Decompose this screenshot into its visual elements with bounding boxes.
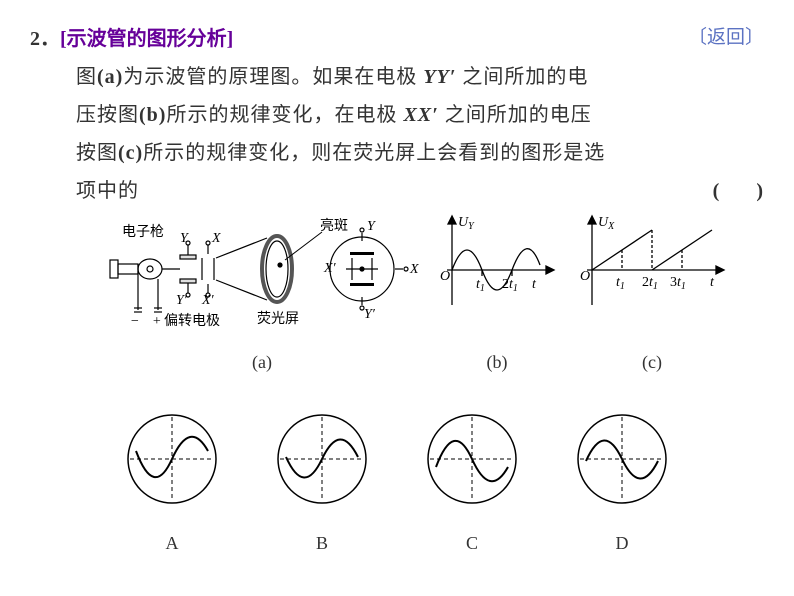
figure-b: UY O t1 2t1 t (b) xyxy=(432,210,562,379)
svg-text:+: + xyxy=(152,314,161,329)
svg-text:O: O xyxy=(440,269,450,284)
svg-text:3t1: 3t1 xyxy=(670,275,686,292)
option-label-a: A xyxy=(122,526,222,560)
answer-blank: ( ) xyxy=(713,172,764,210)
svg-text:Y′: Y′ xyxy=(364,307,376,322)
figure-b-caption: (b) xyxy=(432,345,562,379)
svg-text:t1: t1 xyxy=(476,277,485,294)
svg-text:O: O xyxy=(580,269,590,284)
option-d: D xyxy=(572,409,672,560)
option-b: B xyxy=(272,409,372,560)
options-row: A B C D xyxy=(30,409,764,560)
figure-c: UX O t1 2t1 3t1 t (c) xyxy=(572,210,732,379)
option-c: C xyxy=(422,409,522,560)
svg-text:t1: t1 xyxy=(616,275,625,292)
svg-text:Y′: Y′ xyxy=(176,293,188,308)
figures-row: 电子枪 偏转电极 荧光屏 亮斑 Y Y′ X X′ Y Y′ X X′ − + … xyxy=(70,210,764,379)
svg-text:Y: Y xyxy=(367,219,377,234)
figure-c-caption: (c) xyxy=(572,345,732,379)
question-body: 图(a)为示波管的原理图。如果在电极 YY′ 之间所加的电 压按图(b)所示的规… xyxy=(76,58,764,210)
svg-text:t: t xyxy=(710,275,715,290)
label-gun: 电子枪 xyxy=(122,223,164,240)
svg-text:−: − xyxy=(130,314,139,329)
svg-text:2t1: 2t1 xyxy=(502,277,518,294)
svg-text:X: X xyxy=(211,231,221,246)
svg-text:X′: X′ xyxy=(201,293,215,308)
svg-text:2t1: 2t1 xyxy=(642,275,658,292)
figure-a: 电子枪 偏转电极 荧光屏 亮斑 Y Y′ X X′ Y Y′ X X′ − + … xyxy=(102,210,422,379)
question-number: 2． xyxy=(30,28,60,50)
svg-text:X′: X′ xyxy=(323,261,337,276)
option-a: A xyxy=(122,409,222,560)
option-label-c: C xyxy=(422,526,522,560)
label-spot: 亮斑 xyxy=(320,217,348,234)
svg-text:Y: Y xyxy=(180,231,190,246)
return-link[interactable]: 〔返回〕 xyxy=(688,20,764,56)
svg-text:UY: UY xyxy=(458,215,475,232)
svg-text:t: t xyxy=(532,277,537,292)
svg-text:UX: UX xyxy=(598,215,615,232)
label-screen: 荧光屏 xyxy=(257,310,299,327)
option-label-b: B xyxy=(272,526,372,560)
figure-a-caption: (a) xyxy=(102,345,422,379)
svg-text:X: X xyxy=(409,262,419,277)
question-title: [示波管的图形分析] xyxy=(60,28,233,50)
label-plates: 偏转电极 xyxy=(164,313,220,329)
option-label-d: D xyxy=(572,526,672,560)
